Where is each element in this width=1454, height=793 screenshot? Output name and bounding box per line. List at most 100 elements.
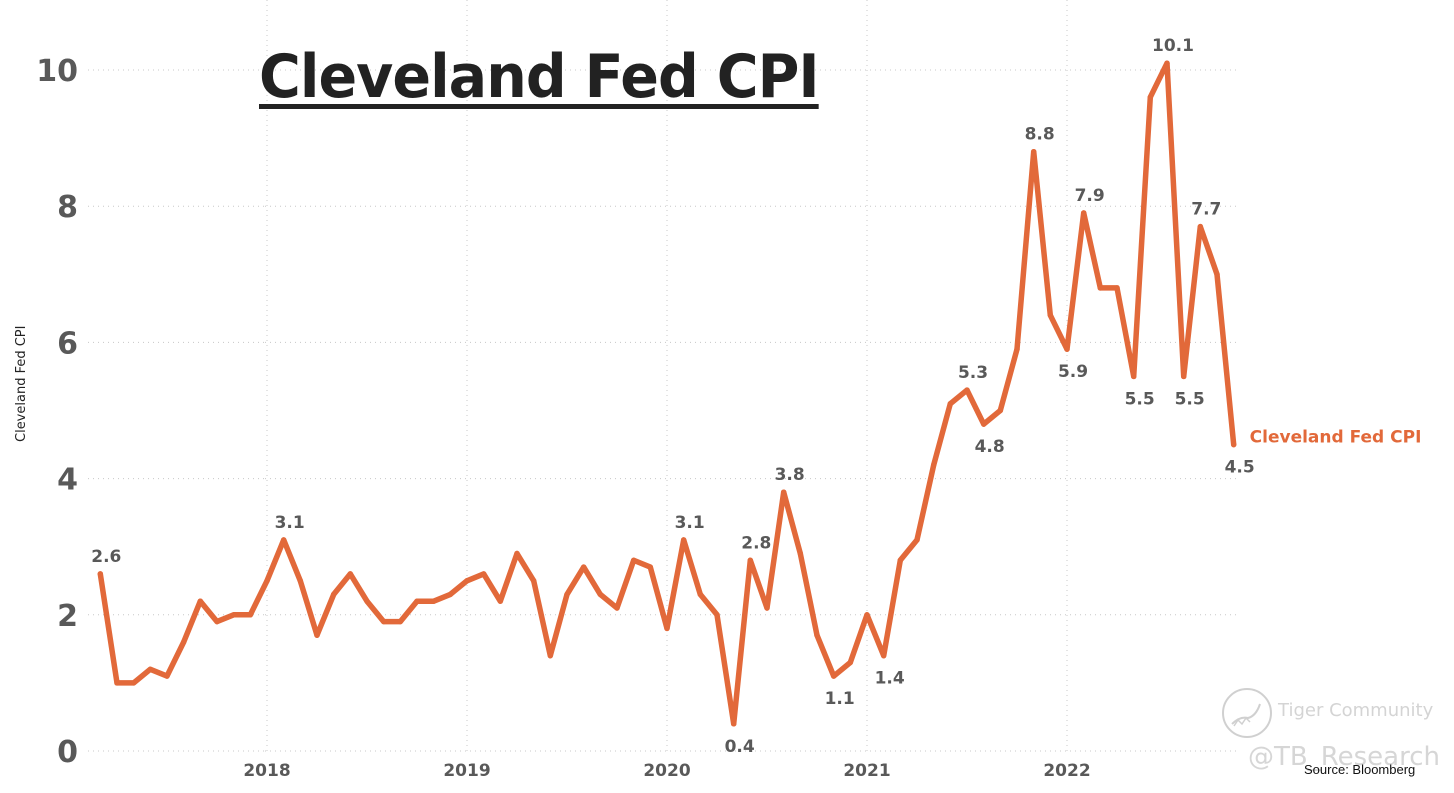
data-point [547,652,554,659]
data-label: 5.9 [1058,362,1088,382]
data-point [197,598,204,604]
y-tick-label: 8 [57,190,78,225]
data-point [230,612,237,618]
data-point [564,591,570,598]
data-point [1130,373,1137,380]
data-point [264,578,270,584]
data-point [764,605,770,611]
data-point [614,605,620,611]
data-point [497,598,504,604]
x-tick-label: 2021 [843,761,890,781]
data-label: 5.3 [958,363,988,383]
data-label: 4.8 [975,437,1005,457]
data-point [330,591,337,598]
data-label: 7.9 [1075,186,1105,206]
data-point [647,564,654,570]
data-label: 5.5 [1175,389,1205,409]
data-point [214,618,220,625]
data-label: 1.4 [875,669,905,689]
data-point [130,680,137,686]
data-label: 2.8 [741,533,771,553]
data-point [814,632,820,638]
data-label: 2.6 [91,547,121,567]
data-point [880,652,887,659]
series-line-group [97,60,1237,727]
data-label: 4.5 [1225,458,1255,478]
data-point [980,421,987,427]
y-tick-label: 0 [57,735,78,770]
data-label: 1.1 [825,689,855,709]
x-axis-ticks: 2018 2019 2020 2021 2022 [243,761,1090,781]
data-point [347,571,354,577]
data-point [1147,94,1154,100]
data-point [1197,223,1204,230]
data-label: 5.5 [1125,389,1155,409]
y-tick-label: 2 [57,599,78,634]
data-point [180,639,187,645]
data-label: 0.4 [725,737,755,757]
data-point [164,673,170,679]
data-point [1164,60,1170,66]
y-tick-label: 4 [57,463,78,498]
data-label: 3.1 [675,513,705,533]
data-point [1064,346,1070,352]
data-point [280,537,287,543]
watermark-handle: @TB_Research [1248,742,1440,772]
data-point [380,618,387,625]
data-point [847,659,854,666]
data-point [530,578,537,584]
y-axis-label: Cleveland Fed CPI [14,325,29,442]
data-point [414,598,420,604]
data-point [664,625,670,632]
data-point [114,680,120,686]
x-tick-label: 2020 [643,761,690,781]
data-label: 10.1 [1152,36,1194,56]
data-point [397,618,404,625]
y-axis-ticks: 0 2 4 6 8 10 [36,54,78,770]
data-point [830,673,837,679]
data-point [314,632,320,638]
data-point [947,400,954,407]
data-point [1097,285,1104,291]
data-point [597,591,604,598]
data-point [464,578,470,584]
data-point [747,557,754,564]
data-label: 3.8 [775,465,805,485]
data-point [697,591,704,598]
data-point [247,612,254,618]
data-labels: 2.6 3.1 3.1 0.4 2.8 3.8 1.1 1.4 5.3 4.8 8.8 5.9 7.9 5… [91,36,1421,757]
data-point [730,721,737,727]
y-tick-label: 6 [57,326,78,361]
data-point [897,557,904,564]
data-point [1114,285,1120,291]
data-point [914,537,920,543]
x-tick-label: 2018 [243,761,290,781]
data-label: 8.8 [1025,125,1055,145]
data-point [1214,271,1220,277]
data-point [514,550,520,557]
data-point [964,387,970,393]
chart-title: Cleveland Fed CPI [259,42,820,112]
data-point [147,666,154,672]
x-tick-label: 2022 [1043,761,1090,781]
data-point [430,598,437,604]
data-point [1080,210,1087,216]
data-point [480,571,487,577]
data-point [447,591,454,598]
watermark-brand: Tiger Community [1278,700,1434,721]
x-tick-label: 2019 [443,761,490,781]
data-point [1030,149,1037,155]
data-point [630,557,637,564]
data-point [1047,312,1054,318]
data-point [580,564,587,570]
data-point [1180,373,1187,380]
series-end-label: Cleveland Fed CPI [1250,428,1422,448]
data-point [1014,346,1020,352]
data-point [780,489,787,495]
source-note: Source: Bloomberg [1304,762,1416,777]
tiger-logo-icon [1222,688,1272,738]
data-point [864,612,870,618]
data-point [714,612,720,618]
data-point [680,537,687,543]
